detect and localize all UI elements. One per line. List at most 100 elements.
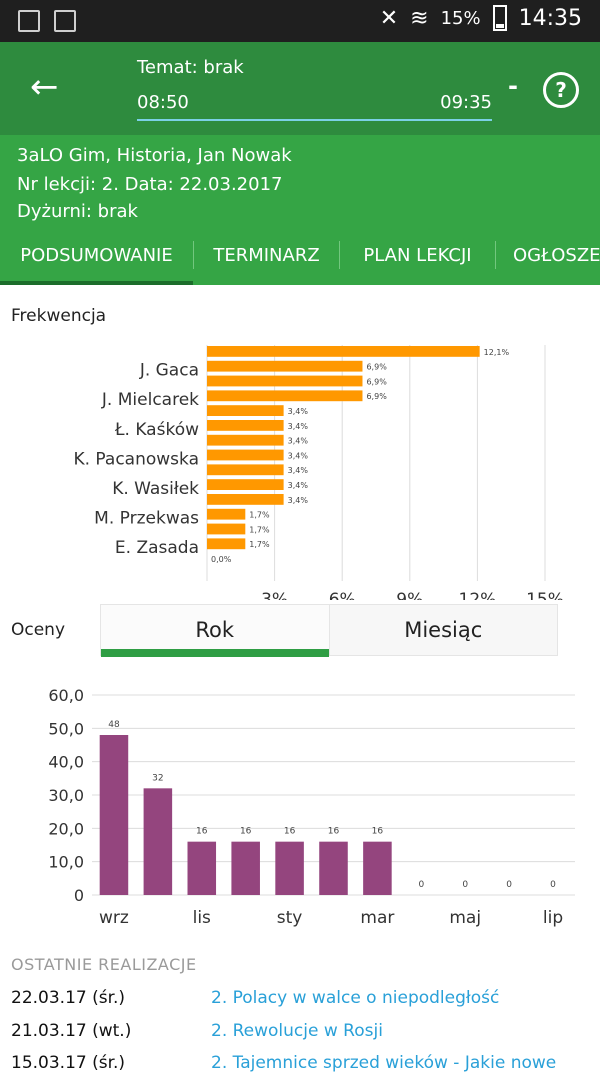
- attendance-bar-label: 12,1%: [484, 348, 510, 357]
- tab-divider: [339, 241, 340, 269]
- attendance-bar-label: 6,9%: [366, 363, 387, 372]
- x-tick-label: 9%: [396, 590, 423, 600]
- student-name-label: Ł. Kaśków: [114, 420, 199, 440]
- attendance-bar: [207, 390, 363, 402]
- y-tick-label: 10,0: [48, 853, 84, 872]
- student-name-label: K. Pacanowska: [73, 449, 199, 469]
- attendance-bar: [207, 538, 246, 550]
- grade-bar-label: 0: [506, 880, 512, 890]
- list-item[interactable]: 21.03.17 (wt.) 2. Rewolucje w Rosji: [11, 1021, 591, 1051]
- grade-bar: [143, 788, 173, 895]
- x-tick-label: 12%: [459, 590, 497, 600]
- wifi-icon: ≋: [410, 5, 429, 31]
- battery-percent: 15%: [440, 7, 481, 29]
- attendance-bar-label: 1,7%: [249, 525, 270, 534]
- realization-topic-link[interactable]: 2. Tajemnice sprzed wieków - Jakie nowe: [211, 1053, 557, 1073]
- student-name-label: J. Gaca: [139, 361, 199, 381]
- attendance-bar: [207, 375, 363, 387]
- segment-month[interactable]: Miesiąc: [328, 605, 557, 655]
- y-tick-label: 40,0: [48, 753, 84, 772]
- attendance-bar: [207, 420, 284, 431]
- grade-bar: [363, 841, 392, 895]
- x-tick-label: sty: [277, 908, 303, 928]
- grade-bar-label: 16: [284, 827, 296, 837]
- tab-summary[interactable]: PODSUMOWANIE: [0, 227, 193, 285]
- x-tick-label: maj: [449, 908, 481, 928]
- tab-bar: PODSUMOWANIE TERMINARZ PLAN LEKCJI OGŁOS…: [0, 227, 600, 285]
- help-icon[interactable]: ?: [543, 72, 579, 108]
- attendance-bar: [207, 508, 246, 520]
- grade-bar: [275, 841, 304, 895]
- tab-schedule[interactable]: PLAN LEKCJI: [363, 245, 472, 266]
- app-toolbar: ← Temat: brak 08:50 09:35 - ?: [0, 42, 600, 135]
- attendance-bar: [207, 405, 284, 416]
- y-tick-label: 50,0: [48, 719, 84, 738]
- mute-icon: ✕: [379, 5, 399, 31]
- grade-bar-label: 0: [550, 880, 556, 890]
- status-bar: ✕ ≋ 15% 14:35: [0, 0, 600, 42]
- lesson-class-subject: 3aLO Gim, Historia, Jan Nowak: [17, 145, 292, 166]
- grade-bar: [99, 735, 129, 895]
- realization-date: 21.03.17 (wt.): [11, 1021, 132, 1041]
- attendance-bar-label: 3,4%: [288, 437, 309, 446]
- tab-announcements[interactable]: OGŁOSZE: [513, 245, 600, 266]
- dash-button[interactable]: -: [508, 72, 518, 100]
- y-tick-label: 0: [74, 886, 84, 905]
- grades-chart: 0 10,0 20,0 30,0 40,0 50,0 60,0 48 wrz 32 16 lis 16 1…: [48, 686, 575, 928]
- realization-date: 15.03.17 (śr.): [11, 1053, 126, 1073]
- lesson-start-time: 08:50: [137, 92, 189, 113]
- y-tick-label: 20,0: [48, 819, 84, 838]
- grade-bar-label: 16: [240, 827, 252, 837]
- x-tick-label: 15%: [526, 590, 564, 600]
- attendance-bar: [207, 523, 246, 535]
- grade-bar: [231, 841, 260, 895]
- x-tick-label: lip: [543, 908, 563, 928]
- tab-calendar[interactable]: TERMINARZ: [213, 245, 320, 266]
- attendance-bar-label: 3,4%: [288, 422, 309, 431]
- grade-bar-label: 48: [108, 720, 120, 730]
- segment-year[interactable]: Rok: [101, 605, 329, 657]
- grade-bar-label: 16: [328, 827, 340, 837]
- attendance-bar: [207, 434, 284, 446]
- attendance-bar: [207, 479, 284, 490]
- x-tick-label: lis: [193, 908, 211, 928]
- lesson-time-range[interactable]: 08:50 09:35: [137, 92, 492, 121]
- lesson-topic: Temat: brak: [137, 57, 244, 78]
- list-item[interactable]: 22.03.17 (śr.) 2. Polacy w walce o niepo…: [11, 988, 591, 1018]
- realization-topic-link[interactable]: 2. Rewolucje w Rosji: [211, 1021, 383, 1041]
- attendance-bar-label: 3,4%: [288, 451, 309, 460]
- back-arrow-icon[interactable]: ←: [30, 67, 59, 107]
- attendance-bar-label: 1,7%: [249, 540, 270, 549]
- attendance-bar: [207, 360, 363, 372]
- grade-bar-label: 0: [462, 880, 468, 890]
- lesson-end-time: 09:35: [440, 92, 492, 113]
- attendance-bar-label: 0,0%: [211, 555, 232, 564]
- tab-divider: [495, 241, 496, 269]
- battery-icon: [492, 5, 507, 31]
- attendance-bar: [207, 346, 480, 357]
- attendance-bar: [207, 449, 284, 461]
- attendance-bar-label: 3,4%: [288, 407, 309, 416]
- x-tick-label: wrz: [99, 908, 129, 928]
- attendance-bar-label: 3,4%: [288, 481, 309, 490]
- attendance-label: Frekwencja: [11, 306, 107, 326]
- student-name-label: K. Wasiłek: [112, 479, 199, 499]
- attendance-bar-label: 6,9%: [366, 392, 387, 401]
- grade-bar-label: 0: [418, 880, 424, 890]
- attendance-chart: 3% 6% 9% 12% 15% 12,1% 6,9% J. Gaca 6,9% 6,9% J. M…: [73, 345, 564, 600]
- gallery-notification-icon: [18, 10, 40, 32]
- realization-topic-link[interactable]: 2. Polacy w walce o niepodległość: [211, 988, 500, 1008]
- student-name-label: E. Zasada: [115, 538, 199, 558]
- attendance-bar-label: 1,7%: [249, 511, 270, 520]
- tab-divider: [193, 241, 194, 269]
- recent-section-title: OSTATNIE REALIZACJE: [11, 955, 197, 974]
- grade-bar-label: 32: [152, 773, 163, 783]
- x-tick-label: 6%: [329, 590, 356, 600]
- y-tick-label: 60,0: [48, 686, 84, 705]
- grade-bar-label: 16: [372, 827, 384, 837]
- attendance-bar-label: 6,9%: [366, 377, 387, 386]
- grade-bar: [187, 841, 217, 895]
- list-item[interactable]: 15.03.17 (śr.) 2. Tajemnice sprzed wiekó…: [11, 1053, 591, 1083]
- lesson-number-date: Nr lekcji: 2. Data: 22.03.2017: [17, 174, 283, 195]
- lesson-info: 3aLO Gim, Historia, Jan Nowak Nr lekcji:…: [0, 135, 600, 227]
